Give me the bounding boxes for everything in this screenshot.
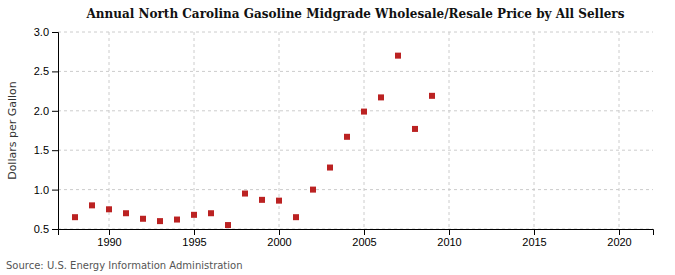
point — [378, 94, 384, 100]
point — [412, 126, 418, 132]
point — [327, 165, 333, 171]
y-tick: 1.0 — [34, 184, 58, 196]
point — [191, 212, 197, 218]
y-tick-mark — [52, 111, 58, 112]
y-tick-mark — [52, 32, 58, 33]
y-tick: 1.5 — [34, 144, 58, 156]
x-tick-mark — [109, 229, 110, 235]
grid — [58, 32, 653, 229]
x-tick-label: 2010 — [437, 236, 461, 248]
y-tick-label: 0.5 — [34, 223, 49, 235]
x-tick: 2020 — [607, 229, 631, 248]
x-axis: 1990 1995 2000 2005 2010 2015 2020 — [59, 229, 654, 248]
x-tick-label: 1990 — [97, 236, 121, 248]
grid-line-x — [109, 32, 110, 229]
x-tick-label: 2015 — [522, 236, 546, 248]
point — [174, 217, 180, 223]
y-tick-mark — [52, 150, 58, 151]
grid-line-x — [364, 32, 365, 229]
point — [208, 210, 214, 216]
y-tick-mark — [52, 229, 58, 230]
plot: 1990 1995 2000 2005 2010 2015 2020 0.5 1.0 1.5 2.0… — [34, 26, 654, 248]
title: Annual North Carolina Gasoline Midgrade … — [86, 7, 625, 21]
x-tick: 2000 — [267, 229, 291, 248]
y-tick-label: 1.5 — [34, 144, 49, 156]
y-tick-label: 2.0 — [34, 105, 49, 117]
points — [72, 53, 435, 228]
point — [123, 210, 129, 216]
y-tick: 3.0 — [34, 26, 58, 38]
y-tick-label: 2.5 — [34, 65, 49, 77]
point — [259, 197, 265, 203]
point — [106, 206, 112, 212]
grid-line-x — [194, 32, 195, 229]
grid-line-y — [58, 189, 653, 190]
point — [361, 109, 367, 115]
x-tick-mark — [619, 229, 620, 235]
point — [157, 218, 163, 224]
point — [89, 202, 95, 208]
grid-line-y — [58, 71, 653, 72]
y-axis-title: Dollars per Gallon — [6, 81, 19, 180]
grid-line-x — [619, 32, 620, 229]
point — [242, 191, 248, 197]
x-tick-mark — [449, 229, 450, 235]
grid-line-y — [58, 150, 653, 151]
x-tick: 1990 — [97, 229, 121, 248]
grid-line-x — [449, 32, 450, 229]
grid-line-y — [58, 110, 653, 111]
grid-line-x — [534, 32, 535, 229]
point — [72, 214, 78, 220]
y-tick: 2.0 — [34, 105, 58, 117]
y-axis-line — [52, 33, 59, 230]
point — [293, 214, 299, 220]
annotation: Source: U.S. Energy Information Administ… — [6, 260, 243, 271]
grid-line-y — [58, 32, 653, 33]
point — [395, 53, 401, 59]
chart: 1990 1995 2000 2005 2010 2015 2020 0.5 1.0 1.5 2.0… — [0, 0, 675, 275]
point — [344, 134, 350, 140]
y-tick: 2.5 — [34, 65, 58, 77]
x-tick-mark — [534, 229, 535, 235]
y-tick-label: 3.0 — [34, 26, 49, 38]
x-tick-label: 1995 — [182, 236, 206, 248]
y-tick-label: 1.0 — [34, 184, 49, 196]
y-tick: 0.5 — [34, 223, 58, 235]
x-tick: 2005 — [352, 229, 376, 248]
x-tick: 2015 — [522, 229, 546, 248]
point — [429, 93, 435, 99]
x-axis-line — [59, 230, 654, 236]
x-tick: 2010 — [437, 229, 461, 248]
point — [310, 187, 316, 193]
y-tick-mark — [52, 71, 58, 72]
x-tick-label: 2020 — [607, 236, 631, 248]
point — [140, 216, 146, 222]
y-axis: 0.5 1.0 1.5 2.0 2.5 3.0 — [34, 26, 59, 235]
point — [225, 222, 231, 228]
x-tick-mark — [194, 229, 195, 235]
x-tick-mark — [364, 229, 365, 235]
x-tick-mark — [279, 229, 280, 235]
x-tick: 1995 — [182, 229, 206, 248]
point — [276, 198, 282, 204]
x-tick-label: 2005 — [352, 236, 376, 248]
x-tick-label: 2000 — [267, 236, 291, 248]
y-tick-mark — [52, 190, 58, 191]
